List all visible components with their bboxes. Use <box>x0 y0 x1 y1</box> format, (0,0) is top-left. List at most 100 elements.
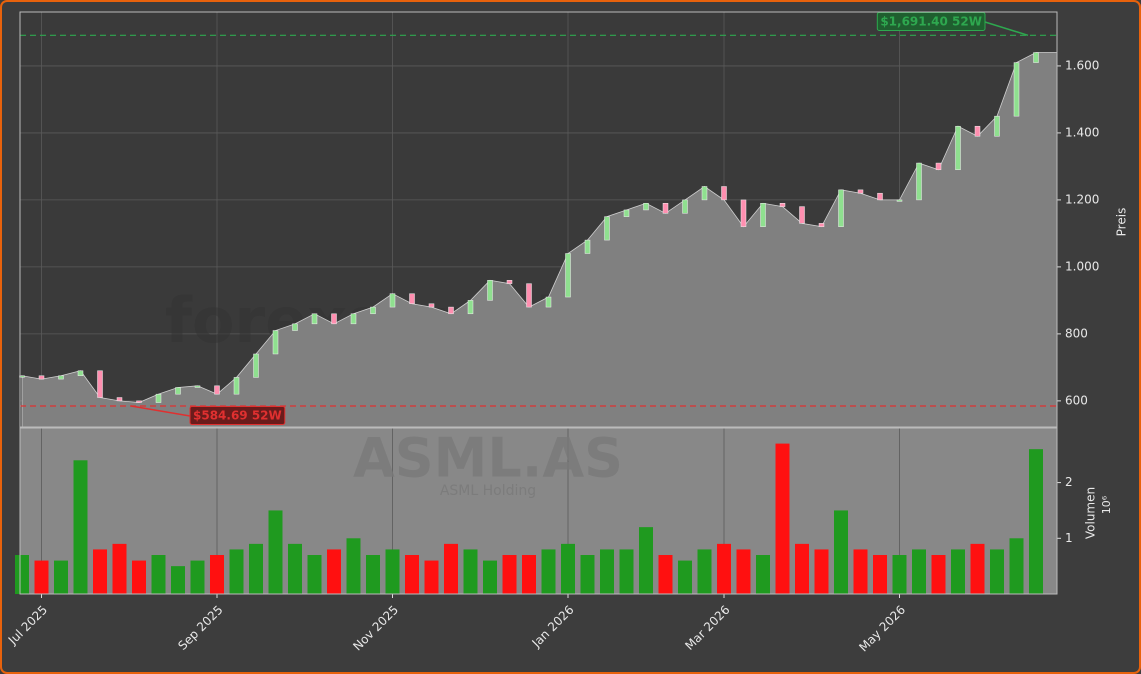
y-tick-label: 1.000 <box>1065 259 1099 273</box>
candle <box>799 206 805 224</box>
volume-bar <box>522 555 536 594</box>
candle <box>97 370 103 398</box>
volume-bar <box>385 549 400 594</box>
candle <box>467 300 474 315</box>
volume-bar <box>346 538 361 594</box>
candle <box>253 353 259 378</box>
candle <box>194 385 201 388</box>
candle <box>58 375 64 380</box>
volume-bar <box>892 555 907 594</box>
price-frame <box>19 11 1058 428</box>
volume-bar <box>249 543 263 594</box>
volume-bar <box>483 560 497 594</box>
volume-bar <box>268 510 283 594</box>
volume-bar <box>405 555 419 594</box>
volume-bar <box>463 549 478 594</box>
candle <box>994 115 1000 137</box>
candle <box>448 306 454 315</box>
candle <box>116 397 123 402</box>
volume-bar <box>444 543 458 594</box>
volume-bar <box>561 543 575 594</box>
candle <box>428 303 435 308</box>
candle <box>662 203 669 214</box>
volume-bar <box>502 555 517 594</box>
candle <box>77 370 84 377</box>
candle <box>857 189 864 194</box>
candle <box>1033 52 1039 63</box>
candle <box>955 125 961 171</box>
candle <box>350 313 357 325</box>
y-tick-label: 800 <box>1065 326 1088 340</box>
volume-bar <box>1009 538 1024 594</box>
volume-bar <box>112 543 127 594</box>
candle <box>409 293 415 304</box>
volume-bar <box>600 549 614 594</box>
volume-bar <box>93 549 107 594</box>
volume-bar <box>736 549 751 594</box>
volume-bar <box>795 543 809 594</box>
volume-bar <box>873 555 887 594</box>
candle <box>175 387 181 395</box>
volume-frame <box>19 427 1058 595</box>
volume-bar <box>424 560 439 594</box>
candle <box>155 393 162 403</box>
candle <box>701 186 708 201</box>
candle <box>311 313 318 325</box>
volume-bar <box>658 555 673 594</box>
volume-bar <box>307 555 322 594</box>
candle <box>760 203 766 227</box>
volume-bar <box>171 566 185 594</box>
symbol-watermark: ASML.AS <box>353 427 623 490</box>
y-tick-label: 1.400 <box>1065 125 1099 139</box>
volume-bar <box>775 443 790 594</box>
candle <box>272 330 279 355</box>
candle <box>604 216 610 241</box>
volume-bar <box>834 510 848 594</box>
name-watermark: ASML Holding <box>440 483 536 499</box>
volume-bar <box>990 549 1004 594</box>
y-tick-label: 600 <box>1065 393 1088 407</box>
volume-bar <box>34 560 49 594</box>
y2-tick-label: 2 <box>1065 475 1073 489</box>
volume-bar <box>366 555 380 594</box>
y2-axis-label: Volumen <box>1084 487 1098 539</box>
candle <box>370 306 376 315</box>
candle <box>896 199 903 202</box>
candle <box>779 203 786 207</box>
y-tick-label: 1.200 <box>1065 192 1099 206</box>
high-arrow <box>984 21 1029 37</box>
low-label-box <box>189 406 286 425</box>
volume-bar <box>288 543 302 594</box>
candle <box>233 377 240 395</box>
volume-bar <box>73 460 88 594</box>
volume-bar <box>814 549 829 594</box>
candle <box>740 199 747 227</box>
candle <box>643 203 649 211</box>
candle <box>682 199 688 214</box>
low-arrow <box>130 405 191 417</box>
volume-bar <box>132 560 146 594</box>
volume-bar <box>970 543 985 594</box>
volume-bar <box>151 555 166 594</box>
high-label: $1,691.40 52W <box>880 15 982 29</box>
volume-bar <box>54 560 68 594</box>
candle <box>565 253 571 298</box>
y2-tick-label: 1 <box>1065 531 1073 545</box>
volume-bar <box>190 560 205 594</box>
volume-bar <box>580 555 595 594</box>
candle <box>877 192 883 201</box>
candle <box>487 280 493 301</box>
volume-bar <box>541 549 556 594</box>
candle <box>389 293 396 308</box>
candle <box>1013 62 1020 117</box>
candle <box>974 125 981 137</box>
volume-bar <box>951 549 965 594</box>
volume-bar <box>912 549 926 594</box>
y-tick-label: 1.600 <box>1065 58 1099 72</box>
volume-bar <box>327 549 341 594</box>
candle <box>818 223 825 227</box>
volume-bar <box>697 549 712 594</box>
candle <box>38 375 45 380</box>
volume-bar <box>15 555 29 594</box>
volume-bar <box>756 555 770 594</box>
